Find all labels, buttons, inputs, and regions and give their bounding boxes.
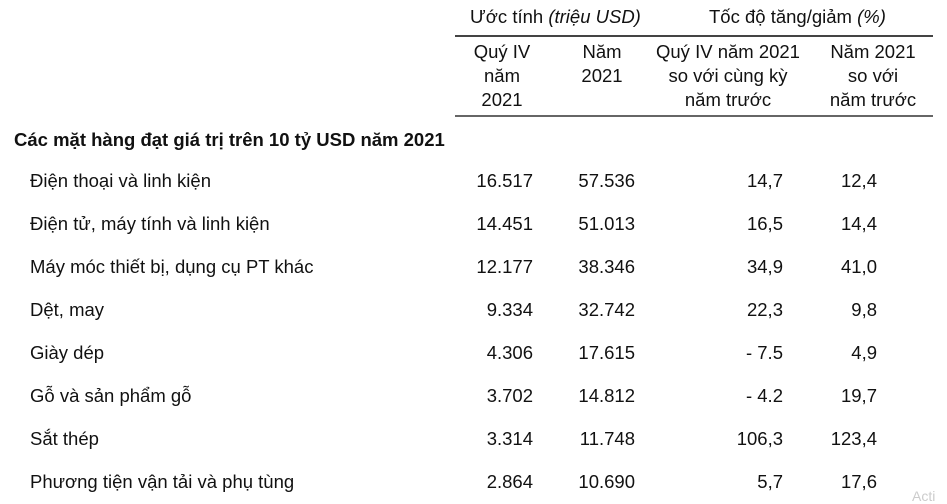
cell-q4: 3.314	[486, 428, 533, 449]
cell-q4-growth: 16,5	[746, 213, 783, 234]
table-row: Điện tử, máy tính và linh kiện 14.451 51.0…	[0, 209, 947, 239]
header-bottom-rule	[455, 115, 933, 117]
cell-year: 32.742	[578, 299, 635, 320]
watermark-text: Acti	[912, 488, 936, 504]
header-top-rule	[455, 35, 933, 37]
header-estimate-label: Ước tính	[470, 6, 544, 27]
cell-year-growth: 4,9	[851, 342, 877, 363]
header-growth-unit: (%)	[857, 6, 886, 27]
cell-q4: 12.177	[476, 256, 533, 277]
cell-year: 57.536	[578, 170, 635, 191]
column-header-year: Năm 2021	[581, 41, 623, 86]
header-group-estimate: Ước tính (triệu USD)	[470, 6, 641, 28]
cell-year: 17.615	[578, 342, 635, 363]
row-label: Sắt thép	[30, 428, 99, 449]
cell-q4-growth: 22,3	[746, 299, 783, 320]
cell-year: 10.690	[578, 471, 635, 492]
cell-q4-growth: 34,9	[746, 256, 783, 277]
cell-year-growth: 41,0	[840, 256, 877, 277]
cell-year-growth: 12,4	[840, 170, 877, 191]
cell-q4: 4.306	[486, 342, 533, 363]
column-header-year-growth: Năm 2021 so với năm trước	[829, 41, 917, 110]
cell-year: 11.748	[579, 428, 635, 449]
row-label: Điện thoại và linh kiện	[30, 170, 211, 191]
table-row: Máy móc thiết bị, dụng cụ PT khác 12.177 3…	[0, 252, 947, 282]
cell-q4: 2.864	[486, 471, 533, 492]
header-group-growth: Tốc độ tăng/giảm (%)	[709, 6, 886, 28]
table-row: Dệt, may 9.334 32.742 22,3 9,8	[0, 295, 947, 325]
cell-q4-growth: 106,3	[736, 428, 783, 449]
cell-year: 38.346	[578, 256, 635, 277]
row-label: Điện tử, máy tính và linh kiện	[30, 213, 270, 234]
cell-q4-growth: - 4.2	[745, 385, 783, 406]
cell-year-growth: 19,7	[840, 385, 877, 406]
cell-q4-growth: 14,7	[746, 170, 783, 191]
row-label: Máy móc thiết bị, dụng cụ PT khác	[30, 256, 314, 277]
cell-year-growth: 123,4	[830, 428, 877, 449]
cell-q4: 14.451	[476, 213, 533, 234]
cell-year: 14.812	[578, 385, 635, 406]
header-estimate-unit: (triệu USD)	[548, 6, 641, 27]
table-row: Giày dép 4.306 17.615 - 7.5 4,9	[0, 338, 947, 368]
cell-year-growth: 14,4	[840, 213, 877, 234]
table-row: Phương tiện vận tải và phụ tùng 2.864 10.6…	[0, 467, 947, 497]
column-header-q4: Quý IV năm 2021	[473, 41, 531, 110]
column-header-q4-growth: Quý IV năm 2021 so với cùng kỳ năm trước	[656, 41, 800, 110]
cell-q4: 3.702	[486, 385, 533, 406]
table-row: Sắt thép 3.314 11.748 106,3 123,4	[0, 424, 947, 454]
section-title: Các mặt hàng đạt giá trị trên 10 tỷ USD …	[14, 129, 445, 150]
cell-year: 51.013	[578, 213, 635, 234]
row-label: Giày dép	[30, 342, 105, 363]
cell-q4-growth: 5,7	[757, 471, 783, 492]
cell-q4: 9.334	[486, 299, 533, 320]
row-label: Dệt, may	[30, 299, 105, 320]
row-label: Gỗ và sản phẩm gỗ	[30, 385, 192, 406]
cell-q4-growth: - 7.5	[745, 342, 783, 363]
table-row: Gỗ và sản phẩm gỗ 3.702 14.812 - 4.2 19,7	[0, 381, 947, 411]
row-label: Phương tiện vận tải và phụ tùng	[30, 471, 295, 492]
cell-year-growth: 17,6	[840, 471, 877, 492]
header-growth-label: Tốc độ tăng/giảm	[709, 6, 852, 27]
cell-year-growth: 9,8	[851, 299, 877, 320]
cell-q4: 16.517	[476, 170, 533, 191]
table-row: Điện thoại và linh kiện 16.517 57.536 14,7 1…	[0, 166, 947, 196]
